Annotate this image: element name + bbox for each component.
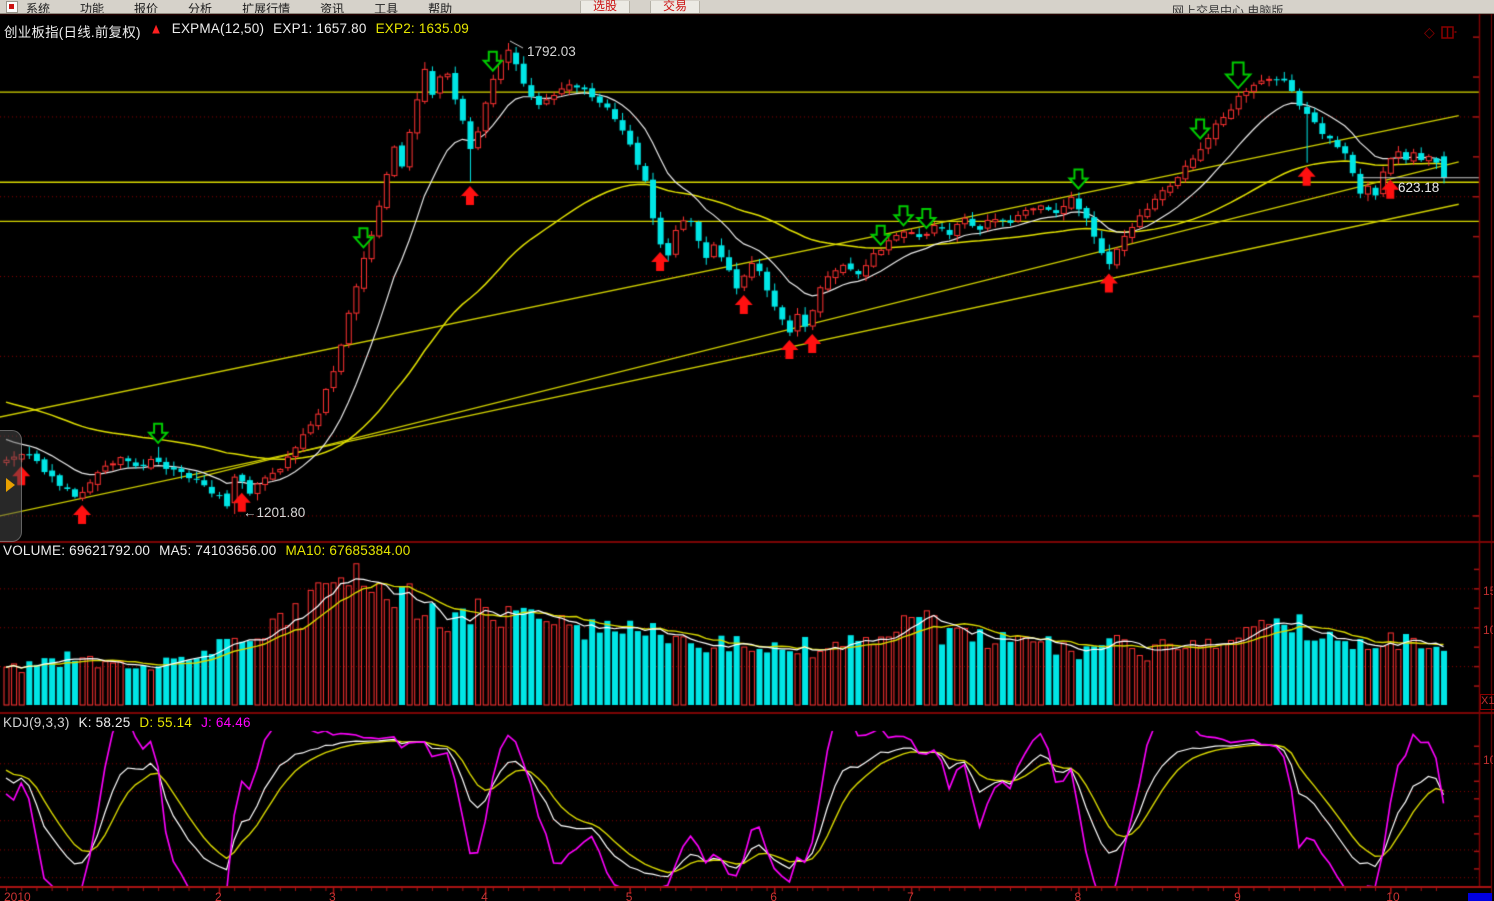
menu-item-6[interactable]: 工具 [374, 2, 399, 14]
kdj-k-value: K: 58.25 [78, 715, 131, 730]
axis-month-label-10: 10 [1386, 890, 1400, 901]
diamond-icon[interactable]: ◇ [1424, 24, 1435, 40]
axis-month-label-6: 6 [770, 890, 777, 901]
menu-item-0[interactable]: 系统 [26, 2, 51, 14]
axis-month-label-2: 2 [214, 890, 222, 901]
volume-ma5-value: MA5: 74103656.00 [159, 543, 277, 558]
axis-year-label: 2010 [4, 890, 31, 901]
low-price-label: ←1201.80 [243, 505, 306, 520]
indicator-label: EXPMA(12,50) [171, 21, 265, 36]
axis-month-label-3: 3 [329, 890, 336, 901]
axis-month-label-8: 8 [1074, 890, 1082, 901]
sidebar-expand-tab[interactable] [0, 430, 22, 542]
menu-item-1[interactable]: 功能 [80, 2, 105, 14]
volume-axis-label-150: 15000 [1483, 584, 1493, 598]
menu-item-hot-1[interactable]: 选股 [580, 0, 630, 13]
menu-item-5[interactable]: 资讯 [320, 2, 345, 14]
page-title: 创业板指(日线.前复权) [4, 25, 141, 40]
scrollbar-thumb[interactable] [1468, 893, 1492, 901]
volume-title-row: VOLUME: 69621792.00 MA5: 74103656.00 MA1… [3, 543, 410, 558]
kdj-name: KDJ(9,3,3) [3, 715, 70, 730]
main-chart-title-row: 创业板指(日线.前复权) ▲ EXPMA(12,50) EXP1: 1657.8… [4, 19, 470, 41]
menu-item-7[interactable]: 帮助 [428, 2, 453, 14]
volume-value: VOLUME: 69621792.00 [3, 543, 151, 558]
split-window-icon[interactable] [1441, 26, 1457, 39]
kdj-axis-label-100: 100 [1483, 753, 1493, 767]
chart-corner-controls: ◇ [1424, 24, 1457, 41]
menu-item-2[interactable]: 报价 [134, 2, 159, 14]
last-price-label: 623.18 [1398, 180, 1440, 195]
menu-item-3[interactable]: 分析 [188, 2, 213, 14]
peak-price-label: 1792.03 [527, 44, 576, 59]
expma-up-arrow-icon: ▲ [149, 19, 163, 37]
axis-month-label-5: 5 [625, 890, 633, 901]
volume-axis-label-100: 10000 [1483, 623, 1493, 637]
axis-month-label-9: 9 [1234, 890, 1241, 901]
menu-bar: 系统 功能 报价 分析 扩展行情 资讯 工具 帮助 选股 交易 网上交易中心 电脑版 [0, 0, 1494, 14]
exp2-value: EXP2: 1635.09 [375, 21, 470, 36]
axis-month-label-4: 4 [481, 890, 488, 901]
app-icon[interactable] [6, 1, 18, 13]
axis-month-label-7: 7 [907, 890, 914, 901]
kdj-title-row: KDJ(9,3,3) K: 58.25 D: 55.14 J: 64.46 [3, 715, 251, 730]
kdj-d-value: D: 55.14 [139, 715, 193, 730]
promo-text: 网上交易中心 电脑版 [1172, 4, 1284, 14]
menu-item-4[interactable]: 扩展行情 [242, 2, 291, 14]
volume-multiplier-label: X1 [1480, 694, 1494, 710]
kdj-j-value: J: 64.46 [201, 715, 251, 730]
exp1-value: EXP1: 1657.80 [273, 21, 367, 36]
expand-arrow-icon [6, 478, 15, 492]
volume-ma10-value: MA10: 67685384.00 [285, 543, 411, 558]
menu-item-hot-2[interactable]: 交易 [650, 0, 700, 13]
